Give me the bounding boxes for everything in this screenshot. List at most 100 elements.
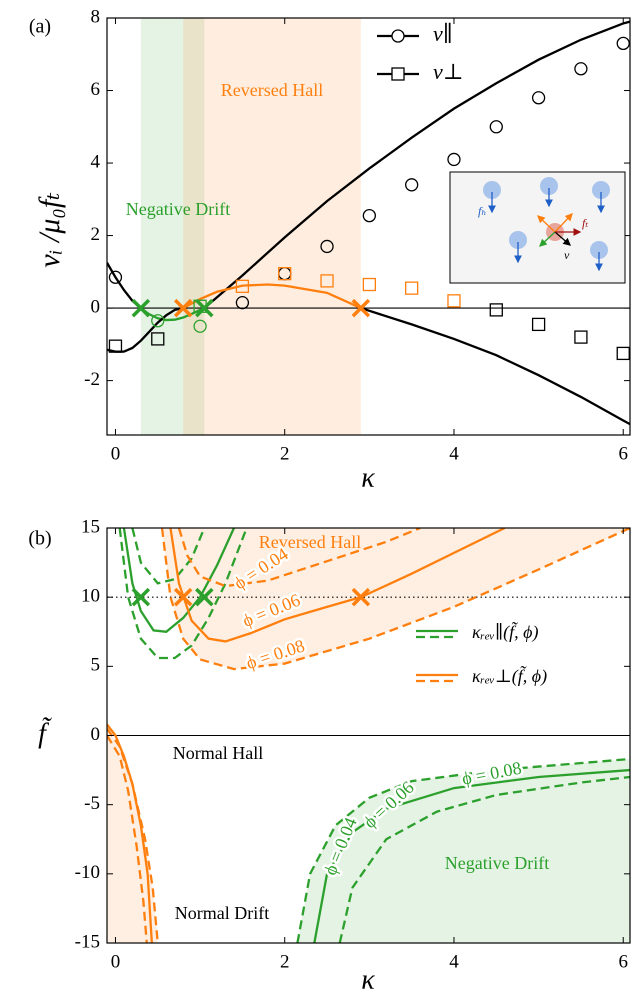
legend-label: v∥ [433, 21, 453, 46]
plot-area [107, 528, 630, 943]
x-tick-label: 0 [111, 951, 121, 972]
curve [107, 723, 154, 943]
y-tick-label: -5 [84, 793, 100, 814]
data-point [447, 152, 461, 167]
annotation: Negative Drift [126, 199, 230, 219]
data-point [531, 91, 546, 105]
x-axis-label: κ [361, 964, 375, 995]
region-fill [107, 728, 158, 943]
inset: fₕ fₜ v [449, 171, 626, 284]
y-tick-label: 15 [81, 516, 100, 537]
crossing [351, 298, 371, 318]
x-tick-label: 4 [449, 443, 459, 464]
data-point [320, 274, 334, 288]
y-tick-label: 5 [91, 655, 101, 676]
x-tick-label: 2 [280, 443, 290, 464]
data-point [108, 270, 123, 284]
data-point [574, 62, 588, 76]
annotation: Normal Hall [173, 743, 263, 763]
data-point [616, 36, 630, 51]
data-point [108, 339, 123, 353]
y-tick-label: 4 [91, 151, 101, 172]
data-point [151, 332, 165, 346]
crossing [195, 298, 214, 318]
curve [296, 757, 630, 943]
data-point [320, 239, 334, 254]
crossing [173, 298, 193, 318]
data-point [489, 120, 503, 134]
annotation: Reversed Hall [221, 80, 323, 100]
particles [483, 177, 610, 259]
crossing [131, 298, 151, 318]
hydro-arrows [488, 188, 605, 272]
y-tick-label: 10 [81, 586, 100, 607]
y-tick-label: -2 [84, 369, 100, 390]
annotation: Reversed Hall [259, 532, 361, 552]
inset-label: fₕ [478, 204, 487, 218]
curve [169, 528, 506, 643]
data-point [193, 319, 207, 333]
x-tick-label: 6 [618, 951, 628, 972]
curve [131, 528, 206, 585]
data-point [235, 295, 250, 310]
y-tick-label: -15 [75, 931, 100, 952]
crossing [131, 587, 151, 607]
x-axis-label: κ [361, 462, 375, 493]
data-point [235, 279, 250, 293]
x-tick-label: 4 [449, 951, 459, 972]
panel-label: (a) [29, 16, 51, 38]
data-point [405, 281, 419, 295]
legend-swatch [391, 29, 405, 43]
y-axis-label: f̃ [38, 718, 53, 750]
inset-label: v [564, 248, 570, 262]
data-point [447, 294, 461, 308]
annotation: Normal Drift [175, 903, 269, 923]
curve [360, 306, 630, 426]
region-fill [162, 528, 630, 670]
data-point [362, 208, 376, 223]
arrow [554, 213, 573, 233]
arrow [537, 215, 556, 233]
y-tick-label: 0 [91, 724, 101, 745]
x-tick-label: 0 [111, 443, 121, 464]
legend-label: κᵣₑᵥ∥(f̃, ϕ) [472, 621, 538, 643]
curve [107, 734, 148, 943]
arrow [539, 231, 556, 247]
data-point [574, 330, 588, 344]
curve [338, 775, 630, 943]
legend-swatch [391, 67, 405, 81]
annotation: Negative Drift [445, 853, 549, 873]
panel-label: (b) [28, 528, 51, 550]
data-point [489, 303, 503, 317]
axes-frame [106, 17, 631, 436]
plots: 0 2 4 6 -2 0 2 4 6 8 (a) κ vᵢ /μ₀fₜ Reversed Hall Nega… [28, 6, 631, 995]
data-point [362, 277, 376, 292]
curve [140, 307, 205, 322]
curve [177, 528, 421, 588]
data-point [278, 266, 292, 281]
plot-area [107, 18, 630, 435]
data-point [405, 178, 419, 192]
curve [203, 20, 630, 309]
crossing [351, 587, 371, 607]
y-axis-label: vᵢ /μ₀fₜ [33, 192, 66, 268]
curve [182, 283, 362, 310]
x-tick-label: 6 [618, 443, 628, 464]
region-fill [297, 759, 630, 943]
inset-label: fₜ [582, 216, 588, 230]
data-point [151, 314, 165, 328]
y-tick-label: 2 [91, 224, 101, 245]
region [140, 18, 205, 435]
crossing [195, 587, 214, 607]
data-point [531, 317, 546, 332]
y-tick-label: -10 [75, 862, 100, 883]
legend-label: v⊥ [433, 59, 463, 84]
curve [160, 528, 630, 671]
curve [118, 528, 248, 660]
data-point [616, 346, 630, 361]
legend-label: κᵣₑᵥ⊥(f̃, ϕ) [472, 665, 547, 687]
y-tick-label: 0 [91, 296, 101, 317]
crossing [173, 587, 193, 607]
y-tick-label: 8 [91, 6, 101, 27]
